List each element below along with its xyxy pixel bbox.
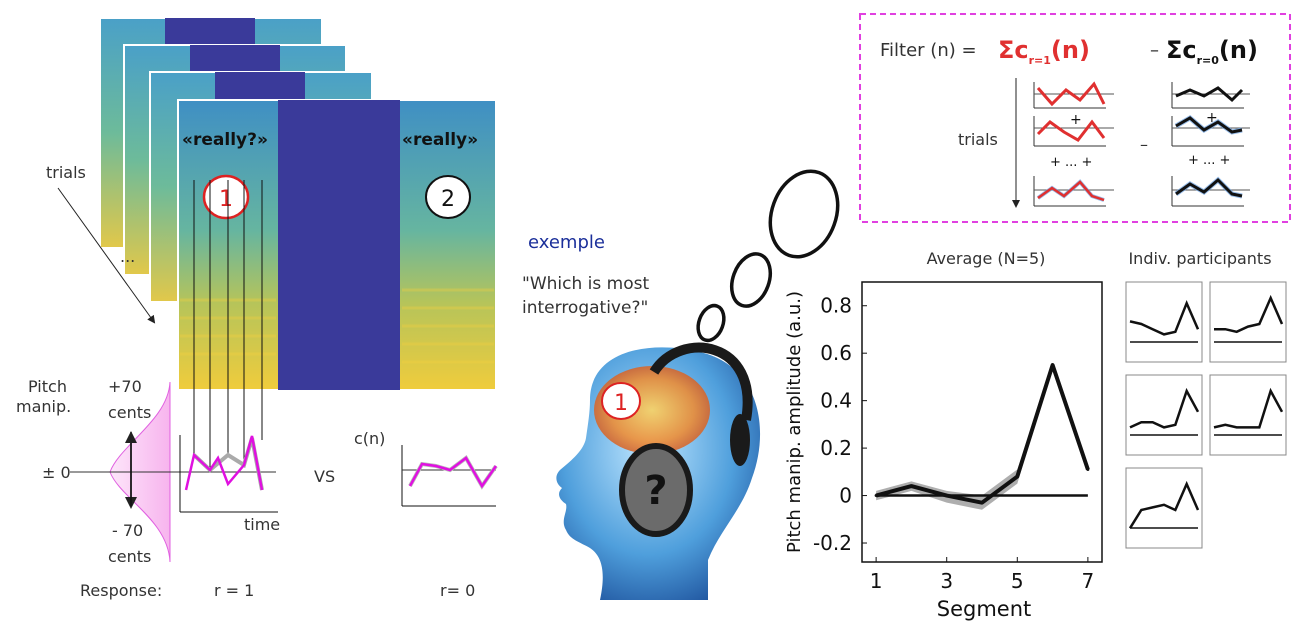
plus70-label: +70 [108, 377, 142, 396]
r1-trial-plots: + + ... + [1033, 81, 1114, 207]
participant-plot-3 [1125, 374, 1203, 456]
y-tick-label-0: -0.2 [813, 531, 852, 555]
x-tick-label-1: 3 [940, 569, 953, 593]
participant-frame-5 [1125, 467, 1203, 549]
participant-line-2 [1214, 294, 1284, 334]
y-axis-label: Pitch manip. amplitude (a.u.) [784, 291, 805, 553]
r0-trial-plots: + + ... + [1171, 82, 1250, 207]
pitch-label-line2: manip. [16, 397, 71, 416]
cn-label: c(n) [354, 429, 385, 448]
filter-panel: Filter (n) = Σcr=1(n) – Σcr=0(n) trials … [859, 13, 1291, 223]
filter-minus-between: – [1140, 135, 1148, 154]
indiv-title: Indiv. participants [1128, 249, 1271, 268]
participant-frame-2 [1209, 281, 1287, 363]
question-line2: interrogative?" [522, 298, 648, 318]
svg-text:1: 1 [219, 187, 233, 212]
stimulus-1-badge: 1 [202, 174, 250, 220]
time-label: time [244, 515, 280, 534]
x-tick-label-3: 7 [1082, 569, 1095, 593]
data-point-0-1 [909, 484, 913, 488]
y-tick-label-4: 0.6 [820, 341, 852, 365]
stack-ellipsis: ... [120, 247, 135, 266]
thought-bubbles [658, 169, 840, 384]
response-label: Response: [80, 581, 162, 600]
sum-r1-symbol: Σcr=1(n) [998, 36, 1090, 67]
svg-text:2: 2 [441, 187, 455, 212]
participant-plot-2 [1209, 281, 1287, 363]
participant-frame-3 [1125, 374, 1203, 456]
participant-line-3 [1129, 387, 1200, 429]
data-point-0-0 [874, 494, 878, 498]
y-tick-label-1: 0 [839, 484, 852, 508]
participant-plot-4 [1209, 374, 1287, 456]
average-chart: Average (N=5) -0.2 0 0.2 0.4 0.6 0.8 1 3 5 7 Segm… [784, 249, 1103, 621]
filter-minus: – [1150, 40, 1159, 61]
participant-line-5 [1128, 480, 1200, 529]
series-line-0 [875, 363, 1090, 505]
pitch-curve-r0 [401, 445, 498, 507]
question-mark-icon: ? [644, 468, 667, 514]
y-tick-label-3: 0.4 [820, 389, 852, 413]
stimulus-2-badge: 2 [425, 175, 471, 219]
participant-plot-5 [1125, 467, 1203, 549]
sum-r0-symbol: Σcr=0(n) [1166, 36, 1258, 67]
headphones-icon [619, 342, 753, 537]
participant-line-1 [1129, 299, 1200, 336]
chart-title: Average (N=5) [927, 249, 1046, 268]
data-point-0-6 [1086, 467, 1090, 471]
pitch-label-line1: Pitch [28, 377, 67, 396]
plot-frame [861, 281, 1103, 563]
zero-label: ± 0 [42, 463, 71, 482]
response-r0: r= 0 [440, 581, 475, 600]
question-line1: "Which is most [522, 274, 649, 294]
vs-label: VS [314, 467, 335, 486]
data-point-0-5 [1051, 363, 1055, 367]
svg-text:+: + [1206, 110, 1218, 126]
spectrogram-stack: «really?» «really» 1 2 [99, 17, 497, 470]
filter-prefix: Filter (n) = [880, 40, 977, 61]
participant-frame-4 [1209, 374, 1287, 456]
r1-dots: + ... + [1050, 155, 1092, 170]
individual-participant-plots [1125, 281, 1287, 549]
exemple-label: exemple [528, 232, 605, 253]
participant-plot-1 [1125, 281, 1203, 363]
minus70-label: - 70 [112, 521, 143, 540]
spectrogram-front [177, 99, 497, 391]
minus70-unit: cents [108, 547, 151, 566]
x-tick-label-2: 5 [1011, 569, 1024, 593]
x-tick-label-0: 1 [870, 569, 883, 593]
participant-line-4 [1213, 387, 1284, 429]
x-axis-label: Segment [937, 597, 1032, 621]
response-r1: r = 1 [214, 581, 254, 600]
y-tick-label-5: 0.8 [820, 294, 852, 318]
pitch-curve-r1 [179, 435, 278, 513]
trials-arrow [57, 187, 156, 324]
svg-text:1: 1 [614, 391, 628, 416]
plus70-unit: cents [108, 403, 151, 422]
data-point-0-4 [1015, 475, 1019, 479]
segment-lines [193, 180, 263, 470]
listener-head-illustration: ? 1 [556, 342, 761, 600]
y-tick-label-2: 0.2 [820, 436, 852, 460]
data-point-0-2 [945, 494, 949, 498]
trials-label: trials [46, 163, 86, 182]
filter-trials-label: trials [958, 130, 998, 149]
data-point-0-3 [980, 501, 984, 505]
pitch-distribution [70, 381, 276, 563]
participant-frame-1 [1125, 281, 1203, 363]
word-really-statement: «really» [402, 130, 478, 150]
r0-dots: + ... + [1188, 153, 1230, 168]
svg-text:+: + [1070, 112, 1082, 128]
word-really-question: «really?» [182, 130, 268, 150]
thought-stimulus-1-badge: 1 [601, 382, 641, 420]
